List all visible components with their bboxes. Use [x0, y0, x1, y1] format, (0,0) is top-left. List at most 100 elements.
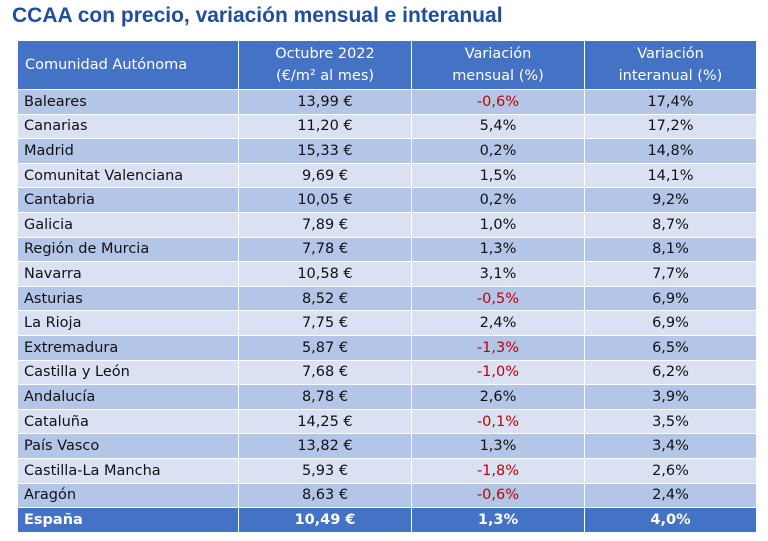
cell-variacion-interanual: 2,4% [584, 482, 757, 509]
cell-variacion-mensual: 1,3% [411, 236, 585, 263]
cell-precio: 7,75 € [238, 310, 412, 336]
header-mensual-line1: Variación [464, 46, 532, 62]
cell-variacion-mensual: 2,6% [411, 384, 585, 410]
cell-variacion-mensual: 1,5% [411, 162, 585, 189]
cell-variacion-mensual: -1,0% [411, 359, 585, 386]
cell-comunidad: España [17, 507, 239, 533]
cell-variacion-interanual: 3,5% [584, 408, 757, 435]
cell-comunidad: Cantabria [17, 187, 239, 213]
cell-comunidad: Baleares [17, 89, 239, 115]
cell-precio: 7,78 € [238, 236, 412, 263]
cell-comunidad: Asturias [17, 285, 239, 312]
header-interanual-line2: interanual (%) [618, 68, 723, 84]
header-precio-line2: (€/m² al mes) [275, 68, 375, 84]
cell-comunidad: Canarias [17, 113, 239, 140]
cell-variacion-mensual: 1,3% [411, 507, 585, 533]
cell-variacion-interanual: 6,9% [584, 310, 757, 336]
table-row-total: España 10,49 €1,3% 4,0% [17, 507, 757, 533]
table-row: Baleares 13,99 € -0,6% 17,4% [17, 89, 757, 115]
table-row: Canarias 11,20 €5,4% 17,2% [17, 113, 757, 140]
cell-precio: 13,99 € [238, 89, 412, 115]
cell-variacion-mensual: -0,6% [411, 482, 585, 509]
cell-variacion-interanual: 17,2% [584, 113, 757, 140]
cell-comunidad: Navarra [17, 261, 239, 287]
cell-precio: 8,52 € [238, 285, 412, 312]
header-comunidad: Comunidad Autónoma [17, 40, 239, 90]
cell-precio: 9,69 € [238, 162, 412, 189]
cell-precio: 10,49 € [238, 507, 412, 533]
page-title: CCAA con precio, variación mensual e int… [12, 4, 503, 27]
cell-precio: 7,68 € [238, 359, 412, 386]
cell-variacion-mensual: 0,2% [411, 138, 585, 164]
cell-variacion-mensual: 3,1% [411, 261, 585, 287]
table-row: Galicia 7,89 €1,0% 8,7% [17, 211, 757, 238]
cell-comunidad: Aragón [17, 482, 239, 509]
cell-variacion-mensual: 1,3% [411, 433, 585, 459]
table-row: Castilla y León 7,68 € -1,0% 6,2% [17, 359, 757, 386]
cell-variacion-interanual: 14,8% [584, 138, 757, 164]
header-variacion-mensual: Variación mensual (%) [411, 40, 585, 90]
cell-variacion-mensual: 1,0% [411, 211, 585, 238]
cell-precio: 10,05 € [238, 187, 412, 213]
cell-comunidad: Andalucía [17, 384, 239, 410]
cell-variacion-interanual: 7,7% [584, 261, 757, 287]
cell-precio: 8,63 € [238, 482, 412, 509]
cell-variacion-interanual: 6,2% [584, 359, 757, 386]
cell-variacion-mensual: -0,6% [411, 89, 585, 115]
cell-variacion-interanual: 3,4% [584, 433, 757, 459]
cell-variacion-mensual: -1,8% [411, 457, 585, 484]
table-body: Baleares 13,99 € -0,6% 17,4% Canarias 11,20 €… [17, 89, 757, 533]
table-row: Cataluña 14,25 € -0,1% 3,5% [17, 408, 757, 435]
cell-variacion-mensual: 5,4% [411, 113, 585, 140]
header-mensual-line2: mensual (%) [452, 68, 544, 84]
header-precio: Octubre 2022 (€/m² al mes) [238, 40, 412, 90]
table-row: Comunitat Valenciana 9,69 €1,5% 14,1% [17, 162, 757, 189]
table-row: Madrid 15,33 €0,2% 14,8% [17, 138, 757, 164]
cell-variacion-mensual: 0,2% [411, 187, 585, 213]
table-row: La Rioja 7,75 €2,4% 6,9% [17, 310, 757, 336]
cell-variacion-interanual: 4,0% [584, 507, 757, 533]
cell-precio: 10,58 € [238, 261, 412, 287]
table-row: Cantabria 10,05 €0,2% 9,2% [17, 187, 757, 213]
cell-comunidad: Región de Murcia [17, 236, 239, 263]
cell-variacion-mensual: -1,3% [411, 334, 585, 361]
cell-comunidad: País Vasco [17, 433, 239, 459]
cell-variacion-interanual: 14,1% [584, 162, 757, 189]
cell-comunidad: Madrid [17, 138, 239, 164]
cell-variacion-interanual: 8,7% [584, 211, 757, 238]
cell-comunidad: Comunitat Valenciana [17, 162, 239, 189]
cell-precio: 14,25 € [238, 408, 412, 435]
table-row: País Vasco 13,82 €1,3% 3,4% [17, 433, 757, 459]
cell-variacion-interanual: 6,9% [584, 285, 757, 312]
header-variacion-interanual: Variación interanual (%) [584, 40, 757, 90]
cell-precio: 5,87 € [238, 334, 412, 361]
cell-variacion-interanual: 3,9% [584, 384, 757, 410]
cell-comunidad: Extremadura [17, 334, 239, 361]
header-interanual-line1: Variación [637, 46, 704, 62]
cell-variacion-mensual: -0,1% [411, 408, 585, 435]
cell-variacion-mensual: -0,5% [411, 285, 585, 312]
header-precio-line1: Octubre 2022 [275, 46, 375, 62]
cell-comunidad: Castilla-La Mancha [17, 457, 239, 484]
cell-variacion-interanual: 2,6% [584, 457, 757, 484]
table-row: Extremadura 5,87 € -1,3% 6,5% [17, 334, 757, 361]
cell-precio: 13,82 € [238, 433, 412, 459]
table-row: Asturias 8,52 € -0,5% 6,9% [17, 285, 757, 312]
cell-precio: 8,78 € [238, 384, 412, 410]
table-header-row: Comunidad Autónoma Octubre 2022 (€/m² al… [17, 40, 757, 90]
cell-precio: 5,93 € [238, 457, 412, 484]
table-row: Castilla-La Mancha 5,93 € -1,8% 2,6% [17, 457, 757, 484]
table-row: Región de Murcia 7,78 €1,3% 8,1% [17, 236, 757, 263]
cell-comunidad: Castilla y León [17, 359, 239, 386]
table-row: Navarra 10,58 €3,1% 7,7% [17, 261, 757, 287]
cell-variacion-interanual: 17,4% [584, 89, 757, 115]
cell-precio: 15,33 € [238, 138, 412, 164]
cell-variacion-interanual: 8,1% [584, 236, 757, 263]
cell-precio: 7,89 € [238, 211, 412, 238]
table-row: Andalucía 8,78 €2,6% 3,9% [17, 384, 757, 410]
price-table: Comunidad Autónoma Octubre 2022 (€/m² al… [17, 40, 757, 533]
cell-precio: 11,20 € [238, 113, 412, 140]
table-row: Aragón 8,63 € -0,6% 2,4% [17, 482, 757, 509]
cell-variacion-interanual: 6,5% [584, 334, 757, 361]
header-comunidad-label: Comunidad Autónoma [25, 57, 188, 73]
